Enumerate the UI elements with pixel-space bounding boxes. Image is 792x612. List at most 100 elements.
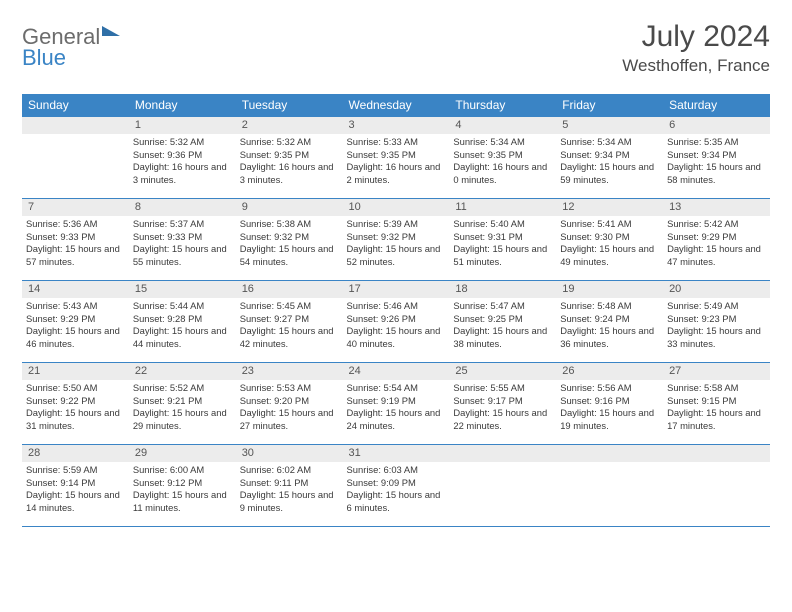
calendar-cell: 11Sunrise: 5:40 AMSunset: 9:31 PMDayligh… <box>449 199 556 281</box>
day-number: 27 <box>663 363 770 380</box>
day-detail: Sunrise: 6:00 AMSunset: 9:12 PMDaylight:… <box>129 462 236 519</box>
calendar-cell: 1Sunrise: 5:32 AMSunset: 9:36 PMDaylight… <box>129 117 236 199</box>
day-detail: Sunrise: 5:42 AMSunset: 9:29 PMDaylight:… <box>663 216 770 273</box>
calendar-cell: 4Sunrise: 5:34 AMSunset: 9:35 PMDaylight… <box>449 117 556 199</box>
calendar-table: SundayMondayTuesdayWednesdayThursdayFrid… <box>22 94 770 527</box>
day-detail: Sunrise: 5:35 AMSunset: 9:34 PMDaylight:… <box>663 134 770 191</box>
calendar-cell: 7Sunrise: 5:36 AMSunset: 9:33 PMDaylight… <box>22 199 129 281</box>
calendar-cell <box>663 445 770 527</box>
calendar-cell: 31Sunrise: 6:03 AMSunset: 9:09 PMDayligh… <box>343 445 450 527</box>
month-title: July 2024 <box>622 20 770 54</box>
calendar-cell: 26Sunrise: 5:56 AMSunset: 9:16 PMDayligh… <box>556 363 663 445</box>
day-number: 15 <box>129 281 236 298</box>
day-detail: Sunrise: 5:34 AMSunset: 9:35 PMDaylight:… <box>449 134 556 191</box>
calendar-cell: 25Sunrise: 5:55 AMSunset: 9:17 PMDayligh… <box>449 363 556 445</box>
day-detail: Sunrise: 5:50 AMSunset: 9:22 PMDaylight:… <box>22 380 129 437</box>
calendar-header-row: SundayMondayTuesdayWednesdayThursdayFrid… <box>22 94 770 117</box>
day-detail: Sunrise: 5:52 AMSunset: 9:21 PMDaylight:… <box>129 380 236 437</box>
calendar-cell: 2Sunrise: 5:32 AMSunset: 9:35 PMDaylight… <box>236 117 343 199</box>
calendar-row: 21Sunrise: 5:50 AMSunset: 9:22 PMDayligh… <box>22 363 770 445</box>
logo: GeneralBlue <box>22 26 120 69</box>
day-detail: Sunrise: 6:03 AMSunset: 9:09 PMDaylight:… <box>343 462 450 519</box>
day-number: 24 <box>343 363 450 380</box>
day-detail: Sunrise: 5:32 AMSunset: 9:35 PMDaylight:… <box>236 134 343 191</box>
day-detail: Sunrise: 5:37 AMSunset: 9:33 PMDaylight:… <box>129 216 236 273</box>
calendar-cell <box>556 445 663 527</box>
weekday-header: Saturday <box>663 94 770 117</box>
calendar-cell: 21Sunrise: 5:50 AMSunset: 9:22 PMDayligh… <box>22 363 129 445</box>
day-number: 3 <box>343 117 450 134</box>
day-detail: Sunrise: 5:49 AMSunset: 9:23 PMDaylight:… <box>663 298 770 355</box>
calendar-row: 1Sunrise: 5:32 AMSunset: 9:36 PMDaylight… <box>22 117 770 199</box>
day-detail: Sunrise: 5:54 AMSunset: 9:19 PMDaylight:… <box>343 380 450 437</box>
calendar-row: 7Sunrise: 5:36 AMSunset: 9:33 PMDaylight… <box>22 199 770 281</box>
calendar-cell: 12Sunrise: 5:41 AMSunset: 9:30 PMDayligh… <box>556 199 663 281</box>
day-detail: Sunrise: 5:33 AMSunset: 9:35 PMDaylight:… <box>343 134 450 191</box>
calendar-cell: 9Sunrise: 5:38 AMSunset: 9:32 PMDaylight… <box>236 199 343 281</box>
calendar-cell: 3Sunrise: 5:33 AMSunset: 9:35 PMDaylight… <box>343 117 450 199</box>
day-number: 29 <box>129 445 236 462</box>
calendar-cell: 6Sunrise: 5:35 AMSunset: 9:34 PMDaylight… <box>663 117 770 199</box>
day-detail: Sunrise: 5:40 AMSunset: 9:31 PMDaylight:… <box>449 216 556 273</box>
day-number: 13 <box>663 199 770 216</box>
day-number: 18 <box>449 281 556 298</box>
day-detail: Sunrise: 5:45 AMSunset: 9:27 PMDaylight:… <box>236 298 343 355</box>
calendar-cell: 16Sunrise: 5:45 AMSunset: 9:27 PMDayligh… <box>236 281 343 363</box>
logo-triangle-icon <box>102 26 120 36</box>
day-number: 20 <box>663 281 770 298</box>
empty-day <box>663 445 770 462</box>
calendar-cell: 17Sunrise: 5:46 AMSunset: 9:26 PMDayligh… <box>343 281 450 363</box>
calendar-cell: 23Sunrise: 5:53 AMSunset: 9:20 PMDayligh… <box>236 363 343 445</box>
day-number: 11 <box>449 199 556 216</box>
calendar-row: 28Sunrise: 5:59 AMSunset: 9:14 PMDayligh… <box>22 445 770 527</box>
day-number: 17 <box>343 281 450 298</box>
day-number: 5 <box>556 117 663 134</box>
weekday-header: Wednesday <box>343 94 450 117</box>
day-number: 25 <box>449 363 556 380</box>
title-block: July 2024 Westhoffen, France <box>622 20 770 76</box>
day-detail: Sunrise: 5:53 AMSunset: 9:20 PMDaylight:… <box>236 380 343 437</box>
day-number: 1 <box>129 117 236 134</box>
day-detail: Sunrise: 5:36 AMSunset: 9:33 PMDaylight:… <box>22 216 129 273</box>
day-number: 4 <box>449 117 556 134</box>
logo-text-blue: Blue <box>22 45 66 70</box>
empty-day <box>449 445 556 462</box>
calendar-cell: 15Sunrise: 5:44 AMSunset: 9:28 PMDayligh… <box>129 281 236 363</box>
day-detail: Sunrise: 5:58 AMSunset: 9:15 PMDaylight:… <box>663 380 770 437</box>
day-detail: Sunrise: 5:32 AMSunset: 9:36 PMDaylight:… <box>129 134 236 191</box>
day-number: 10 <box>343 199 450 216</box>
calendar-cell: 10Sunrise: 5:39 AMSunset: 9:32 PMDayligh… <box>343 199 450 281</box>
weekday-header: Tuesday <box>236 94 343 117</box>
day-number: 7 <box>22 199 129 216</box>
weekday-header: Sunday <box>22 94 129 117</box>
weekday-header: Monday <box>129 94 236 117</box>
day-detail: Sunrise: 5:46 AMSunset: 9:26 PMDaylight:… <box>343 298 450 355</box>
calendar-cell: 28Sunrise: 5:59 AMSunset: 9:14 PMDayligh… <box>22 445 129 527</box>
day-number: 16 <box>236 281 343 298</box>
day-detail: Sunrise: 5:44 AMSunset: 9:28 PMDaylight:… <box>129 298 236 355</box>
day-detail: Sunrise: 5:56 AMSunset: 9:16 PMDaylight:… <box>556 380 663 437</box>
day-detail: Sunrise: 5:48 AMSunset: 9:24 PMDaylight:… <box>556 298 663 355</box>
calendar-cell: 13Sunrise: 5:42 AMSunset: 9:29 PMDayligh… <box>663 199 770 281</box>
day-number: 14 <box>22 281 129 298</box>
day-detail: Sunrise: 5:55 AMSunset: 9:17 PMDaylight:… <box>449 380 556 437</box>
calendar-cell: 18Sunrise: 5:47 AMSunset: 9:25 PMDayligh… <box>449 281 556 363</box>
day-number: 31 <box>343 445 450 462</box>
weekday-header: Friday <box>556 94 663 117</box>
day-detail: Sunrise: 5:34 AMSunset: 9:34 PMDaylight:… <box>556 134 663 191</box>
header: GeneralBlue July 2024 Westhoffen, France <box>22 20 770 76</box>
calendar-cell: 14Sunrise: 5:43 AMSunset: 9:29 PMDayligh… <box>22 281 129 363</box>
day-number: 23 <box>236 363 343 380</box>
calendar-cell: 8Sunrise: 5:37 AMSunset: 9:33 PMDaylight… <box>129 199 236 281</box>
day-number: 28 <box>22 445 129 462</box>
calendar-cell: 30Sunrise: 6:02 AMSunset: 9:11 PMDayligh… <box>236 445 343 527</box>
calendar-cell: 19Sunrise: 5:48 AMSunset: 9:24 PMDayligh… <box>556 281 663 363</box>
calendar-cell <box>22 117 129 199</box>
day-number: 22 <box>129 363 236 380</box>
calendar-cell: 22Sunrise: 5:52 AMSunset: 9:21 PMDayligh… <box>129 363 236 445</box>
calendar-cell: 5Sunrise: 5:34 AMSunset: 9:34 PMDaylight… <box>556 117 663 199</box>
location: Westhoffen, France <box>622 56 770 76</box>
day-detail: Sunrise: 5:39 AMSunset: 9:32 PMDaylight:… <box>343 216 450 273</box>
day-detail: Sunrise: 5:47 AMSunset: 9:25 PMDaylight:… <box>449 298 556 355</box>
day-number: 30 <box>236 445 343 462</box>
